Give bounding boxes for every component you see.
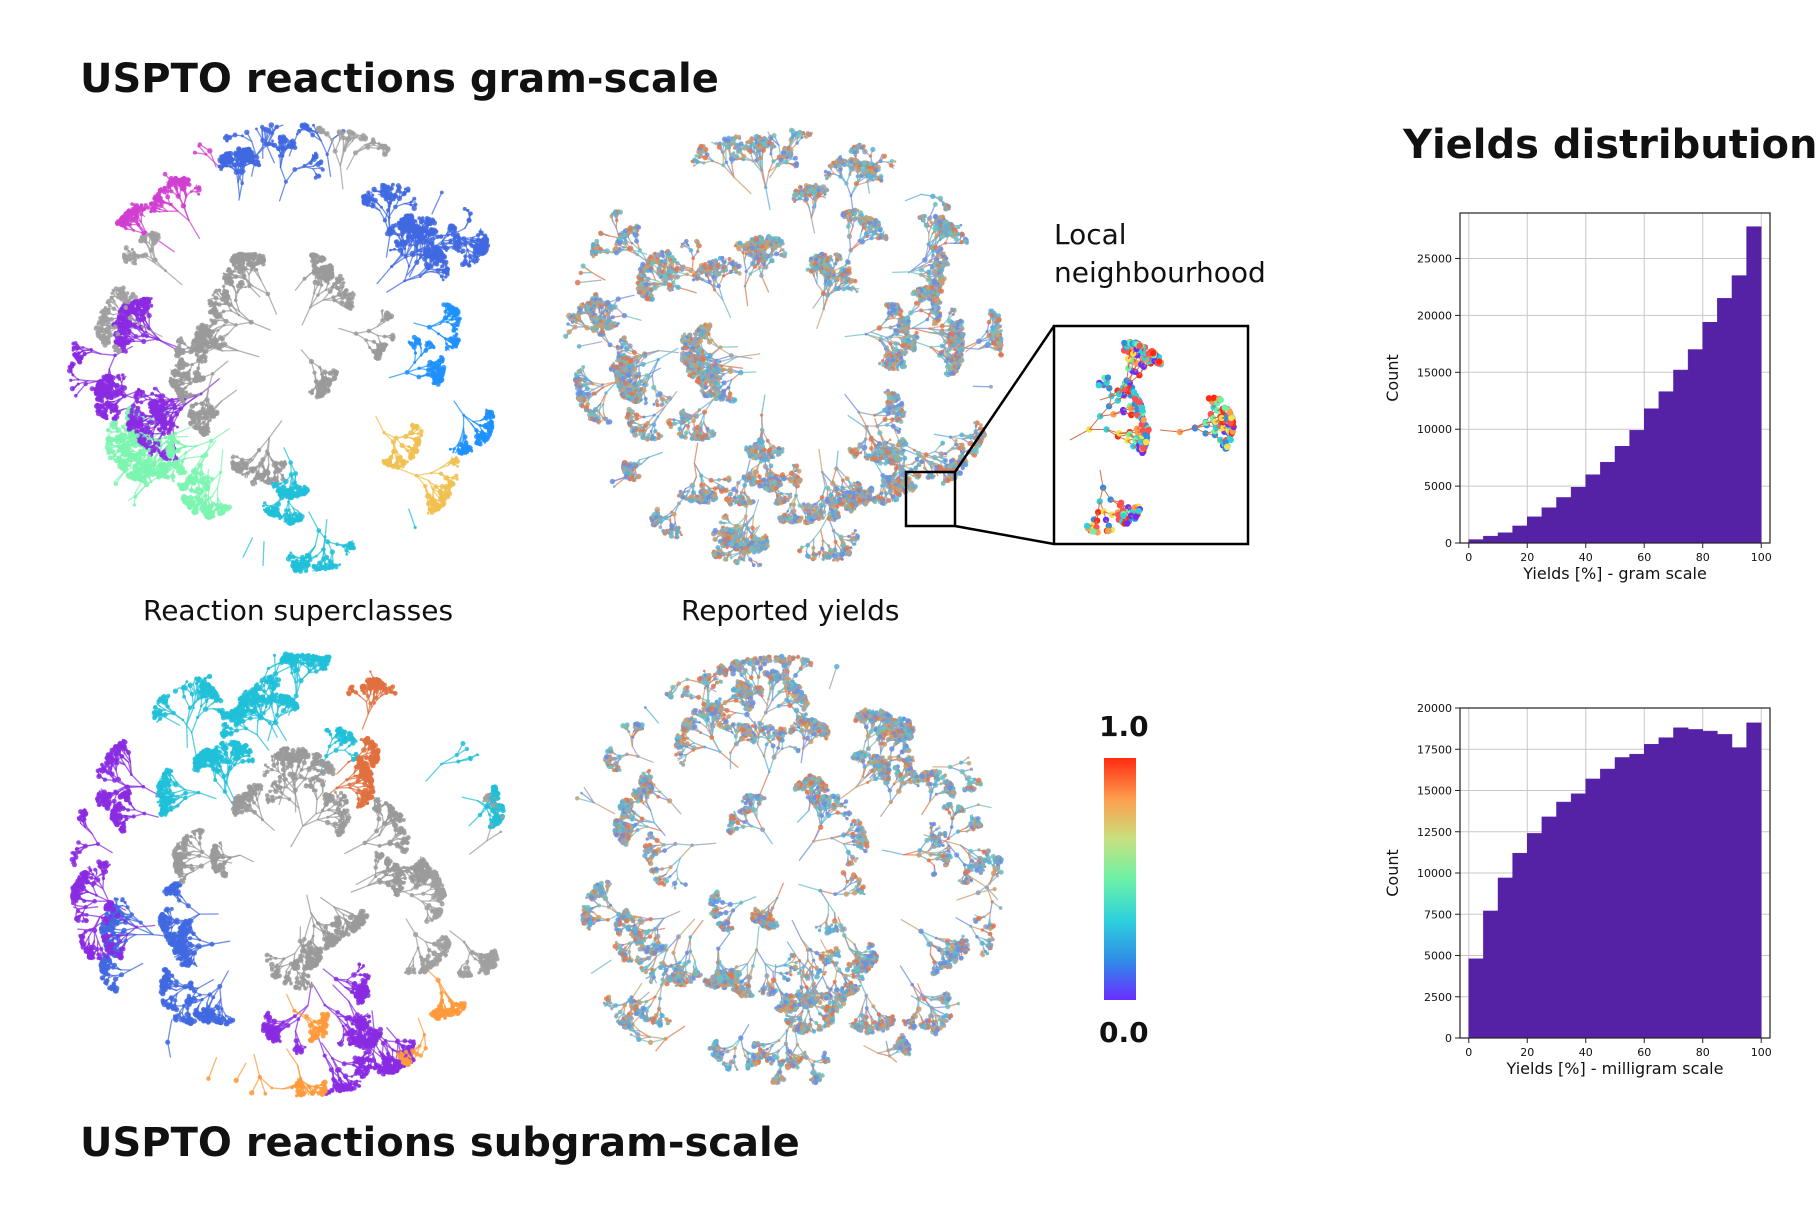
- y-tick-label: 20000: [1417, 309, 1452, 322]
- colorbar-gradient: [1104, 758, 1136, 1000]
- y-tick-label: 7500: [1424, 908, 1452, 921]
- histogram-bar: [1644, 408, 1660, 544]
- histogram-bar: [1687, 729, 1703, 1039]
- histogram-bar: [1483, 910, 1499, 1039]
- tmap-gram-superclasses: [67, 122, 496, 574]
- histogram-bar: [1614, 446, 1630, 544]
- y-tick-label: 5000: [1424, 950, 1452, 963]
- histogram-bar: [1512, 852, 1528, 1039]
- histogram-bar: [1600, 768, 1616, 1039]
- colorbar: [1104, 758, 1136, 1000]
- title-gram-scale: USPTO reactions gram-scale: [80, 56, 719, 102]
- histogram-bar: [1512, 525, 1528, 544]
- x-tick-label: 40: [1579, 1046, 1593, 1059]
- histogram-bar: [1556, 801, 1572, 1039]
- caption-reaction-superclasses: Reaction superclasses: [143, 594, 453, 627]
- histogram-bar: [1541, 507, 1557, 544]
- y-tick-label: 5000: [1424, 480, 1452, 493]
- histogram-bar: [1468, 958, 1484, 1039]
- colorbar-max-label: 1.0: [1099, 710, 1149, 743]
- histogram-gram-scale: 0 20 40 60 80 100 0 5000 10000 15000 20000 25000 Yie…: [1383, 212, 1772, 583]
- plot-frame: [1459, 212, 1771, 544]
- x-tick-label: 20: [1520, 1046, 1534, 1059]
- histogram-bar: [1687, 349, 1703, 544]
- x-axis-label: Yields [%] - milligram scale: [1506, 1059, 1724, 1078]
- histogram-bar: [1570, 793, 1587, 1039]
- y-tick-label: 0: [1445, 537, 1452, 550]
- caption-reported-yields: Reported yields: [681, 594, 899, 627]
- caption-local-line1: Local: [1054, 218, 1127, 251]
- y-tick-label: 10000: [1417, 423, 1452, 436]
- histogram-bar: [1658, 737, 1674, 1039]
- x-tick-label: 20: [1520, 551, 1534, 564]
- histogram-bar: [1497, 877, 1513, 1039]
- histogram-bar: [1673, 727, 1689, 1039]
- zoom-source-box: [904, 470, 957, 528]
- x-tick-label: 100: [1751, 551, 1772, 564]
- x-tick-label: 0: [1465, 551, 1472, 564]
- histogram-bar: [1702, 730, 1718, 1039]
- histogram-bar: [1731, 275, 1747, 544]
- histogram-bar: [1746, 722, 1762, 1039]
- x-tick-label: 100: [1751, 1046, 1772, 1059]
- colorbar-min-label: 0.0: [1099, 1016, 1149, 1049]
- histogram-bar: [1556, 497, 1572, 544]
- histogram-bar: [1629, 753, 1645, 1039]
- y-tick-label: 15000: [1417, 785, 1452, 798]
- histogram-bar: [1731, 747, 1747, 1039]
- tmap-subgram-yields: [575, 653, 1004, 1086]
- histogram-bar: [1497, 532, 1513, 544]
- y-axis-label: Count: [1383, 849, 1402, 897]
- y-tick-label: 20000: [1417, 702, 1452, 715]
- x-tick-label: 60: [1637, 551, 1651, 564]
- x-tick-label: 60: [1637, 1046, 1651, 1059]
- x-axis-label: Yields [%] - gram scale: [1522, 564, 1707, 583]
- title-subgram-scale: USPTO reactions subgram-scale: [80, 1120, 800, 1166]
- y-tick-label: 15000: [1417, 366, 1452, 379]
- histogram-bar: [1644, 744, 1660, 1039]
- x-tick-label: 80: [1696, 551, 1710, 564]
- histogram-bar: [1527, 833, 1543, 1039]
- histogram-bar: [1614, 757, 1630, 1039]
- y-tick-label: 12500: [1417, 826, 1452, 839]
- histogram-bar: [1585, 778, 1601, 1039]
- histogram-bar: [1527, 516, 1543, 544]
- histogram-bar: [1600, 461, 1616, 544]
- zoom-connector-bottom: [954, 524, 1055, 546]
- y-axis-label: Count: [1383, 354, 1402, 402]
- histogram-bar: [1658, 391, 1674, 544]
- histogram-bar: [1541, 816, 1557, 1039]
- histogram-bar: [1673, 369, 1689, 544]
- histogram-bar: [1717, 298, 1733, 544]
- histogram-bar: [1483, 535, 1499, 544]
- histogram-bar: [1702, 321, 1718, 544]
- histogram-bar: [1717, 734, 1733, 1039]
- y-tick-label: 17500: [1417, 743, 1452, 756]
- y-tick-label: 25000: [1417, 253, 1452, 266]
- histogram-milligram-scale: 0 20 40 60 80 100 0 2500 5000 7500 10000 12500 15000…: [1383, 702, 1772, 1078]
- y-tick-label: 2500: [1424, 991, 1452, 1004]
- title-yields-distribution: Yields distribution: [1403, 122, 1818, 168]
- tmap-gram-yields: [563, 127, 1004, 568]
- zoom-connector-top: [953, 325, 1056, 473]
- histogram-bar: [1585, 474, 1601, 544]
- y-tick-label: 0: [1445, 1032, 1452, 1045]
- tmap-subgram-superclasses: [69, 651, 506, 1098]
- histogram-bar: [1629, 430, 1645, 544]
- x-tick-label: 0: [1465, 1046, 1472, 1059]
- y-tick-label: 10000: [1417, 867, 1452, 880]
- histogram-bar: [1746, 226, 1762, 544]
- x-tick-label: 40: [1579, 551, 1593, 564]
- caption-local-line2: neighbourhood: [1054, 256, 1266, 289]
- histogram-bar: [1570, 486, 1587, 544]
- x-tick-label: 80: [1696, 1046, 1710, 1059]
